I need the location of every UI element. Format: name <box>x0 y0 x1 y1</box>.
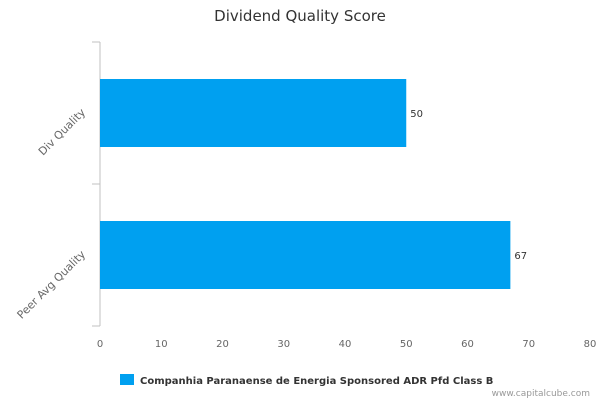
legend-swatch[interactable] <box>120 374 134 385</box>
x-tick-label: 80 <box>584 339 597 350</box>
data-label-1: 67 <box>514 251 527 262</box>
x-tick-label: 20 <box>216 339 229 350</box>
x-tick-label: 70 <box>522 339 535 350</box>
x-tick-label: 50 <box>400 339 413 350</box>
data-labels: 50 67 <box>410 109 527 262</box>
x-tick-label: 10 <box>155 339 168 350</box>
watermark: www.capitalcube.com <box>492 389 590 399</box>
bar-0[interactable] <box>100 79 407 147</box>
x-tick-labels: 0 10 20 30 40 50 60 70 80 <box>97 339 597 350</box>
x-tick-label: 40 <box>339 339 352 350</box>
axes <box>92 41 101 327</box>
bars <box>100 79 511 289</box>
category-label-0: Div Quality <box>36 106 89 159</box>
data-label-0: 50 <box>410 109 423 120</box>
legend-label[interactable]: Companhia Paranaense de Energia Sponsore… <box>140 376 493 387</box>
category-labels: Div Quality Peer Avg Quality <box>15 106 89 322</box>
x-tick-label: 0 <box>97 339 103 350</box>
category-label-1: Peer Avg Quality <box>15 248 89 322</box>
x-tick-label: 30 <box>277 339 290 350</box>
x-tick-label: 60 <box>461 339 474 350</box>
legend[interactable]: Companhia Paranaense de Energia Sponsore… <box>120 374 493 387</box>
chart-title: Dividend Quality Score <box>214 7 386 25</box>
bar-1[interactable] <box>100 221 511 289</box>
